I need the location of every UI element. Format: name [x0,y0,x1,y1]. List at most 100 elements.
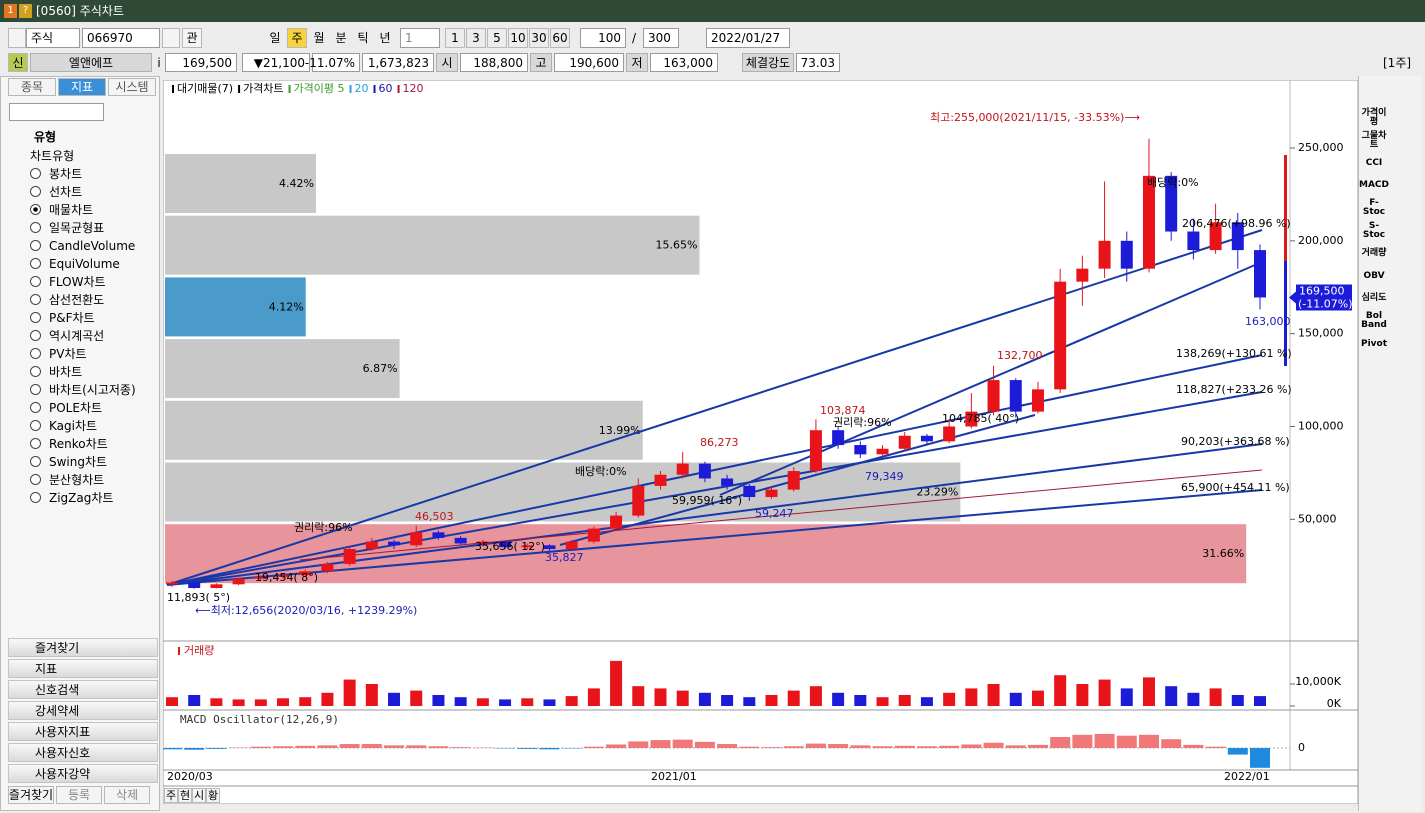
radio[interactable] [30,330,41,341]
indicator-button[interactable]: OBV [1363,270,1385,281]
period-button[interactable]: 틱 [357,31,369,45]
chart-type-item[interactable]: 바차트(시고저종) [49,383,136,397]
radio[interactable] [30,438,41,449]
chart-type-item[interactable]: POLE차트 [49,401,103,415]
radio[interactable] [30,420,41,431]
indicator-button[interactable]: 그물차트 [1361,130,1387,150]
indicator-button[interactable]: S-Stoc [1362,221,1386,240]
group-header[interactable]: 사용자지표 [8,722,158,741]
back-button[interactable] [8,28,26,48]
indicator-button[interactable]: MACD [1359,180,1389,191]
bottom-tab[interactable]: 삭제 [104,786,150,804]
scroll-tab[interactable]: 주 [164,788,178,803]
left-tab[interactable]: 종목 [8,78,56,96]
group-header[interactable]: 사용자신호 [8,743,158,762]
candle-body [277,575,290,577]
chart-type-item[interactable]: Renko차트 [49,437,108,451]
radio[interactable] [30,294,41,305]
volume-bar [543,699,556,706]
total-input[interactable]: 300 [643,28,679,48]
interval-button[interactable]: 10 [508,28,528,48]
radio[interactable] [30,348,41,359]
interval-button[interactable]: 3 [466,28,486,48]
chart-type-item[interactable]: 역시계곡선 [49,329,105,343]
radio[interactable] [30,240,41,251]
period-button[interactable]: 일 [269,31,281,45]
macd-bar [1161,739,1182,748]
macd-bar [1116,735,1137,748]
group-header[interactable]: 강세약세 [8,701,158,720]
search-button[interactable] [162,28,180,48]
candle-body [343,549,356,564]
chart-type-item[interactable]: PV차트 [49,347,87,361]
radio[interactable] [30,258,41,269]
chart-type-item[interactable]: CandleVolume [49,239,136,253]
interval-button[interactable]: 5 [487,28,507,48]
interval-button[interactable]: 1 [445,28,465,48]
period-button[interactable]: 월 [313,31,325,45]
chart-type-item[interactable]: Swing차트 [49,455,108,469]
chart-type-item[interactable]: 매물차트 [49,203,94,217]
indicator-button[interactable]: 심리도 [1361,293,1387,304]
market-select[interactable]: 주식 [26,28,80,48]
chart-type-item[interactable]: 봉차트 [49,167,83,181]
count-select[interactable]: 1 [400,28,440,48]
radio[interactable] [30,366,41,377]
chart-type-item[interactable]: 분산형차트 [49,473,105,487]
chart-type-item[interactable]: 바차트 [49,365,83,379]
indicator-button[interactable]: 가격이평 [1361,108,1387,127]
chart-type-item[interactable]: P&F차트 [49,311,95,325]
bottom-tab[interactable]: 등록 [56,786,102,804]
legend-swatch [349,85,352,93]
macd-bar [1183,744,1204,748]
group-header[interactable]: 신호검색 [8,680,158,699]
chart-type-item[interactable]: ZigZag차트 [49,491,114,505]
indicator-button[interactable]: 거래량 [1361,248,1387,259]
radio[interactable] [30,402,41,413]
chart-type-item[interactable]: EquiVolume [49,257,120,271]
search-input[interactable] [9,103,104,121]
group-header[interactable]: 사용자강약 [8,764,158,783]
period-button[interactable]: 분 [335,31,347,45]
code-input[interactable]: 066970 [82,28,160,48]
scroll-tab[interactable]: 시 [192,788,206,803]
radio[interactable] [30,204,41,215]
scroll-tab[interactable]: 현 [178,788,192,803]
radio[interactable] [30,222,41,233]
interval-button[interactable]: 60 [550,28,570,48]
left-tab[interactable]: 지표 [58,78,106,96]
radio[interactable] [30,312,41,323]
lock-button[interactable]: 관 [182,28,202,48]
radio[interactable] [30,276,41,287]
period-button[interactable]: 년 [379,31,391,45]
annotation: 206,476(+98.96 %) [1182,217,1291,230]
info-button[interactable]: i [157,55,161,70]
chart-type-item[interactable]: 삼선전환도 [49,293,105,307]
radio[interactable] [30,168,41,179]
group-header[interactable]: 즐겨찾기 [8,638,158,657]
volume-bar [521,698,534,706]
indicator-button[interactable]: F-Stoc [1362,198,1386,218]
date-select[interactable]: 2022/01/27 [706,28,790,48]
left-tab[interactable]: 시스템 [108,78,156,96]
period-button[interactable]: 주 [287,28,307,48]
macd-bar [384,745,405,748]
radio[interactable] [30,384,41,395]
chart-type-item[interactable]: FLOW차트 [49,275,106,289]
indicator-button[interactable]: Bol Band [1361,311,1387,331]
radio[interactable] [30,186,41,197]
chart-type-item[interactable]: 선차트 [49,185,83,199]
title-bar [0,0,1425,22]
chart-type-item[interactable]: Kagi차트 [49,419,98,433]
zoom-input[interactable]: 100 [580,28,626,48]
radio[interactable] [30,492,41,503]
bottom-tab[interactable]: 즐겨찾기 [8,786,54,804]
indicator-button[interactable]: CCI [1365,157,1383,168]
interval-button[interactable]: 30 [529,28,549,48]
radio[interactable] [30,474,41,485]
radio[interactable] [30,456,41,467]
scroll-tab[interactable]: 황 [206,788,220,803]
group-header[interactable]: 지표 [8,659,158,678]
indicator-button[interactable]: Pivot [1360,338,1388,349]
chart-type-item[interactable]: 일목균형표 [49,221,105,235]
